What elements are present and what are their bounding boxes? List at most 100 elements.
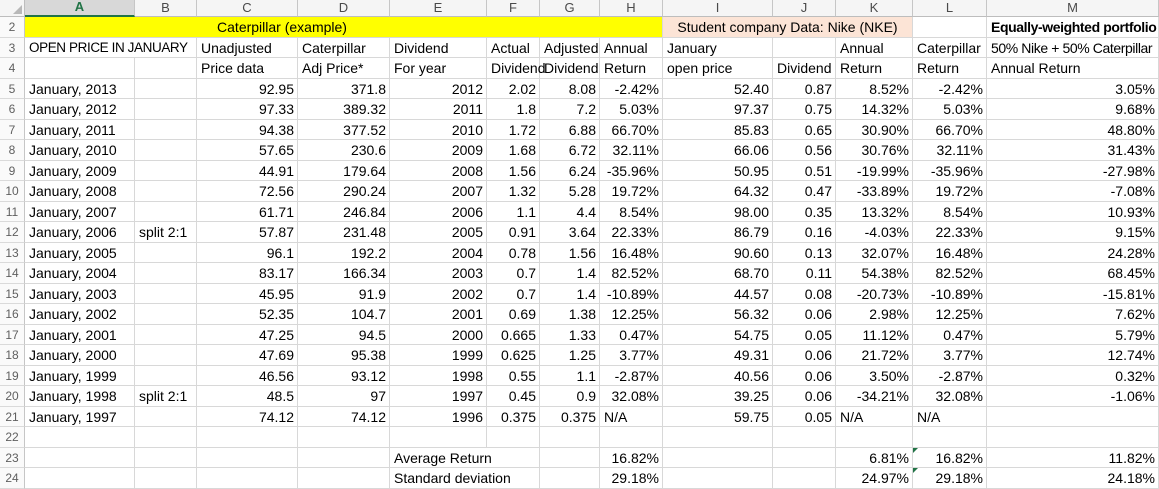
cell-E5[interactable]: 2012 bbox=[390, 78, 487, 99]
cell-C13[interactable]: 96.1 bbox=[197, 242, 298, 263]
cell-K22[interactable] bbox=[836, 427, 913, 448]
cell-E14[interactable]: 2003 bbox=[390, 263, 487, 284]
cell-K7[interactable]: 30.90% bbox=[836, 119, 913, 140]
cell-A8[interactable]: January, 2010 bbox=[25, 140, 135, 161]
cell-M12[interactable]: 9.15% bbox=[987, 222, 1159, 243]
cell-L17[interactable]: 0.47% bbox=[913, 324, 987, 345]
cell-B21[interactable] bbox=[135, 406, 197, 427]
cell-D11[interactable]: 246.84 bbox=[298, 201, 390, 222]
cell-B20[interactable]: split 2:1 bbox=[135, 386, 197, 407]
cell-J13[interactable]: 0.13 bbox=[773, 242, 836, 263]
cell-B6[interactable] bbox=[135, 99, 197, 120]
cell-D15[interactable]: 91.9 bbox=[298, 283, 390, 304]
cell-D21[interactable]: 74.12 bbox=[298, 406, 390, 427]
cell-C17[interactable]: 47.25 bbox=[197, 324, 298, 345]
cell-A19[interactable]: January, 1999 bbox=[25, 365, 135, 386]
cell-F22[interactable] bbox=[487, 427, 540, 448]
cell-L9[interactable]: -35.96% bbox=[913, 160, 987, 181]
cell-H19[interactable]: -2.87% bbox=[600, 365, 663, 386]
cell-B24[interactable] bbox=[135, 468, 197, 489]
cell-L4[interactable]: Return bbox=[913, 58, 987, 79]
cell-E17[interactable]: 2000 bbox=[390, 324, 487, 345]
cell-F9[interactable]: 1.56 bbox=[487, 160, 540, 181]
cell-I24[interactable] bbox=[663, 468, 773, 489]
row-header-7[interactable]: 7 bbox=[0, 119, 25, 140]
cell-B23[interactable] bbox=[135, 447, 197, 468]
cell-M9[interactable]: -27.98% bbox=[987, 160, 1159, 181]
cell-L22[interactable] bbox=[913, 427, 987, 448]
cell-K10[interactable]: -33.89% bbox=[836, 181, 913, 202]
cell-K5[interactable]: 8.52% bbox=[836, 78, 913, 99]
cell-K6[interactable]: 14.32% bbox=[836, 99, 913, 120]
row-header-8[interactable]: 8 bbox=[0, 140, 25, 161]
cell-C11[interactable]: 61.71 bbox=[197, 201, 298, 222]
cell-G16[interactable]: 1.38 bbox=[540, 304, 600, 325]
cell-I8[interactable]: 66.06 bbox=[663, 140, 773, 161]
cell-B17[interactable] bbox=[135, 324, 197, 345]
cell-A3[interactable]: OPEN PRICE IN JANUARY bbox=[25, 37, 197, 58]
row-header-14[interactable]: 14 bbox=[0, 263, 25, 284]
cell-C16[interactable]: 52.35 bbox=[197, 304, 298, 325]
cell-D6[interactable]: 389.32 bbox=[298, 99, 390, 120]
cell-I5[interactable]: 52.40 bbox=[663, 78, 773, 99]
cell-E23[interactable]: Average Return bbox=[390, 447, 540, 468]
cell-L21[interactable]: N/A bbox=[913, 406, 987, 427]
cell-A5[interactable]: January, 2013 bbox=[25, 78, 135, 99]
cell-C21[interactable]: 74.12 bbox=[197, 406, 298, 427]
cell-E13[interactable]: 2004 bbox=[390, 242, 487, 263]
column-header-C[interactable]: C bbox=[197, 0, 298, 17]
cell-M15[interactable]: -15.81% bbox=[987, 283, 1159, 304]
cell-B22[interactable] bbox=[135, 427, 197, 448]
cell-G22[interactable] bbox=[540, 427, 600, 448]
cell-L20[interactable]: 32.08% bbox=[913, 386, 987, 407]
cell-H16[interactable]: 12.25% bbox=[600, 304, 663, 325]
cell-L6[interactable]: 5.03% bbox=[913, 99, 987, 120]
cell-G19[interactable]: 1.1 bbox=[540, 365, 600, 386]
cell-H4[interactable]: Return bbox=[600, 58, 663, 79]
cell-J20[interactable]: 0.06 bbox=[773, 386, 836, 407]
cell-H23[interactable]: 16.82% bbox=[600, 447, 663, 468]
cell-D12[interactable]: 231.48 bbox=[298, 222, 390, 243]
row-header-11[interactable]: 11 bbox=[0, 201, 25, 222]
cell-M24[interactable]: 24.18% bbox=[987, 468, 1159, 489]
column-header-G[interactable]: G bbox=[540, 0, 600, 17]
cell-G20[interactable]: 0.9 bbox=[540, 386, 600, 407]
column-header-L[interactable]: L bbox=[913, 0, 987, 17]
cell-E8[interactable]: 2009 bbox=[390, 140, 487, 161]
cell-F16[interactable]: 0.69 bbox=[487, 304, 540, 325]
cell-A12[interactable]: January, 2006 bbox=[25, 222, 135, 243]
cell-M18[interactable]: 12.74% bbox=[987, 345, 1159, 366]
cell-C3[interactable]: Unadjusted bbox=[197, 37, 298, 58]
cell-J7[interactable]: 0.65 bbox=[773, 119, 836, 140]
cell-I18[interactable]: 49.31 bbox=[663, 345, 773, 366]
cell-K18[interactable]: 21.72% bbox=[836, 345, 913, 366]
row-header-4[interactable]: 4 bbox=[0, 58, 25, 79]
column-header-J[interactable]: J bbox=[773, 0, 836, 17]
cell-D14[interactable]: 166.34 bbox=[298, 263, 390, 284]
cell-A10[interactable]: January, 2008 bbox=[25, 181, 135, 202]
cell-I21[interactable]: 59.75 bbox=[663, 406, 773, 427]
cell-M10[interactable]: -7.08% bbox=[987, 181, 1159, 202]
cell-M20[interactable]: -1.06% bbox=[987, 386, 1159, 407]
cell-I23[interactable] bbox=[663, 447, 773, 468]
cell-G18[interactable]: 1.25 bbox=[540, 345, 600, 366]
cell-M14[interactable]: 68.45% bbox=[987, 263, 1159, 284]
row-header-18[interactable]: 18 bbox=[0, 345, 25, 366]
cell-J19[interactable]: 0.06 bbox=[773, 365, 836, 386]
cell-A14[interactable]: January, 2004 bbox=[25, 263, 135, 284]
cell-F15[interactable]: 0.7 bbox=[487, 283, 540, 304]
cell-H22[interactable] bbox=[600, 427, 663, 448]
cell-L2[interactable] bbox=[913, 17, 987, 38]
cell-C6[interactable]: 97.33 bbox=[197, 99, 298, 120]
cell-A16[interactable]: January, 2002 bbox=[25, 304, 135, 325]
cell-I22[interactable] bbox=[663, 427, 773, 448]
cell-D5[interactable]: 371.8 bbox=[298, 78, 390, 99]
cell-C15[interactable]: 45.95 bbox=[197, 283, 298, 304]
cell-K17[interactable]: 11.12% bbox=[836, 324, 913, 345]
cell-J14[interactable]: 0.11 bbox=[773, 263, 836, 284]
cell-I4[interactable]: open price bbox=[663, 58, 773, 79]
cell-J18[interactable]: 0.06 bbox=[773, 345, 836, 366]
cell-D16[interactable]: 104.7 bbox=[298, 304, 390, 325]
cell-G9[interactable]: 6.24 bbox=[540, 160, 600, 181]
cell-H14[interactable]: 82.52% bbox=[600, 263, 663, 284]
